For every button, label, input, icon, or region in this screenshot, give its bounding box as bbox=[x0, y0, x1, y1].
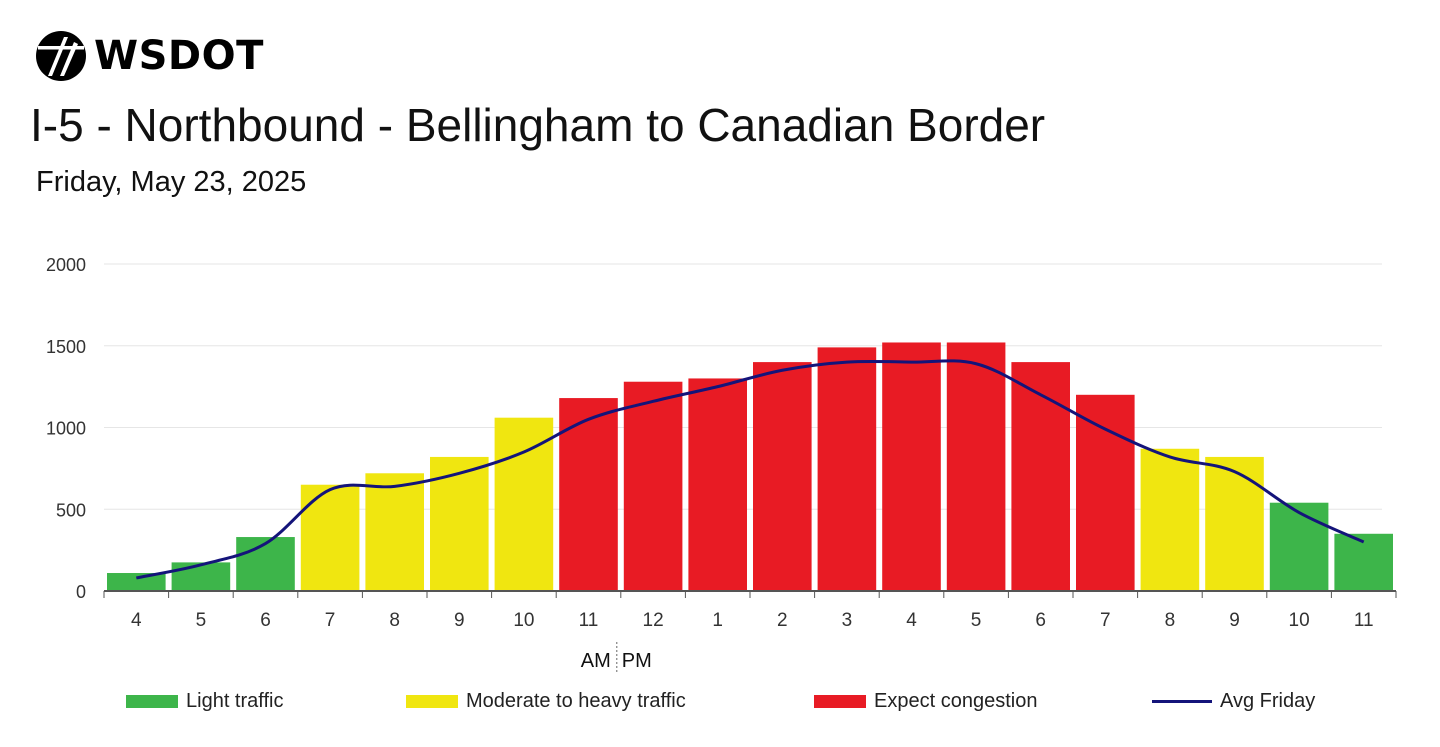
bar-light bbox=[1269, 502, 1329, 591]
legend-label-light: Light traffic bbox=[186, 690, 284, 712]
chart-title: I-5 - Northbound - Bellingham to Canadia… bbox=[30, 99, 1046, 151]
bar-congestion bbox=[1076, 394, 1135, 591]
bar-congestion bbox=[1011, 362, 1070, 591]
bar-light bbox=[107, 573, 166, 591]
legend-item-moderate: Moderate to heavy traffic bbox=[406, 690, 686, 713]
x-tick-label: 2 bbox=[777, 610, 788, 631]
x-tick-label: 3 bbox=[842, 610, 853, 631]
bar-moderate bbox=[1205, 456, 1264, 591]
y-tick-label: 2000 bbox=[46, 255, 86, 275]
x-tick-label: 5 bbox=[971, 610, 982, 631]
bar-congestion bbox=[946, 342, 1006, 591]
bar-moderate bbox=[494, 417, 554, 591]
x-tick-label: 6 bbox=[260, 610, 271, 631]
x-tick-label: 11 bbox=[1354, 610, 1374, 631]
x-tick-label: 10 bbox=[1289, 610, 1310, 631]
legend-item-avg: Avg Friday bbox=[1152, 690, 1315, 713]
avg-friday-line bbox=[136, 359, 1365, 580]
x-tick-label: 12 bbox=[643, 610, 664, 631]
x-tick-label: 4 bbox=[906, 610, 917, 631]
legend-swatch-light bbox=[126, 695, 178, 708]
bar-light bbox=[171, 562, 231, 591]
wsdot-logo: WSDOT bbox=[34, 28, 264, 84]
bar-congestion bbox=[817, 347, 877, 591]
legend-item-congestion: Expect congestion bbox=[814, 690, 1037, 713]
legend: Light traffic Moderate to heavy traffic … bbox=[0, 690, 1440, 720]
bar-light bbox=[236, 537, 295, 591]
x-tick-label: 7 bbox=[325, 610, 336, 631]
legend-label-congestion: Expect congestion bbox=[874, 690, 1038, 712]
bar-moderate bbox=[365, 473, 424, 591]
x-tick-label: 1 bbox=[712, 610, 723, 631]
bar-congestion bbox=[882, 342, 941, 591]
y-tick-label: 0 bbox=[76, 582, 86, 602]
x-tick-label: 9 bbox=[1229, 610, 1240, 631]
legend-swatch-moderate bbox=[406, 695, 458, 708]
bar-congestion bbox=[559, 398, 618, 591]
legend-item-light: Light traffic bbox=[126, 690, 283, 713]
x-tick-label: 9 bbox=[454, 610, 465, 631]
bar-congestion bbox=[753, 362, 812, 591]
legend-line-avg bbox=[1152, 700, 1212, 703]
x-tick-label: 7 bbox=[1100, 610, 1111, 631]
chart-date: Friday, May 23, 2025 bbox=[36, 166, 307, 198]
pm-label: PM bbox=[622, 650, 652, 672]
y-tick-label: 1000 bbox=[46, 419, 86, 439]
x-tick-label: 8 bbox=[1165, 610, 1176, 631]
bar-moderate bbox=[300, 484, 360, 591]
wsdot-emblem-icon bbox=[36, 31, 86, 81]
y-tick-label: 1500 bbox=[46, 337, 86, 357]
x-tick-label: 8 bbox=[389, 610, 400, 631]
y-tick-label: 500 bbox=[56, 500, 86, 520]
legend-label-moderate: Moderate to heavy traffic bbox=[466, 690, 686, 712]
x-tick-label: 6 bbox=[1035, 610, 1046, 631]
legend-label-avg: Avg Friday bbox=[1220, 690, 1316, 712]
x-tick-label: 11 bbox=[579, 610, 599, 631]
bar-congestion bbox=[623, 381, 683, 591]
x-tick-label: 10 bbox=[513, 610, 534, 631]
bar-congestion bbox=[688, 378, 747, 591]
logo-text: WSDOT bbox=[94, 33, 264, 79]
am-label: AM bbox=[581, 650, 611, 672]
bar-light bbox=[1334, 533, 1393, 591]
legend-swatch-congestion bbox=[814, 695, 866, 708]
x-tick-label: 4 bbox=[131, 610, 142, 631]
x-tick-label: 5 bbox=[196, 610, 207, 631]
bar-moderate bbox=[1140, 448, 1200, 591]
